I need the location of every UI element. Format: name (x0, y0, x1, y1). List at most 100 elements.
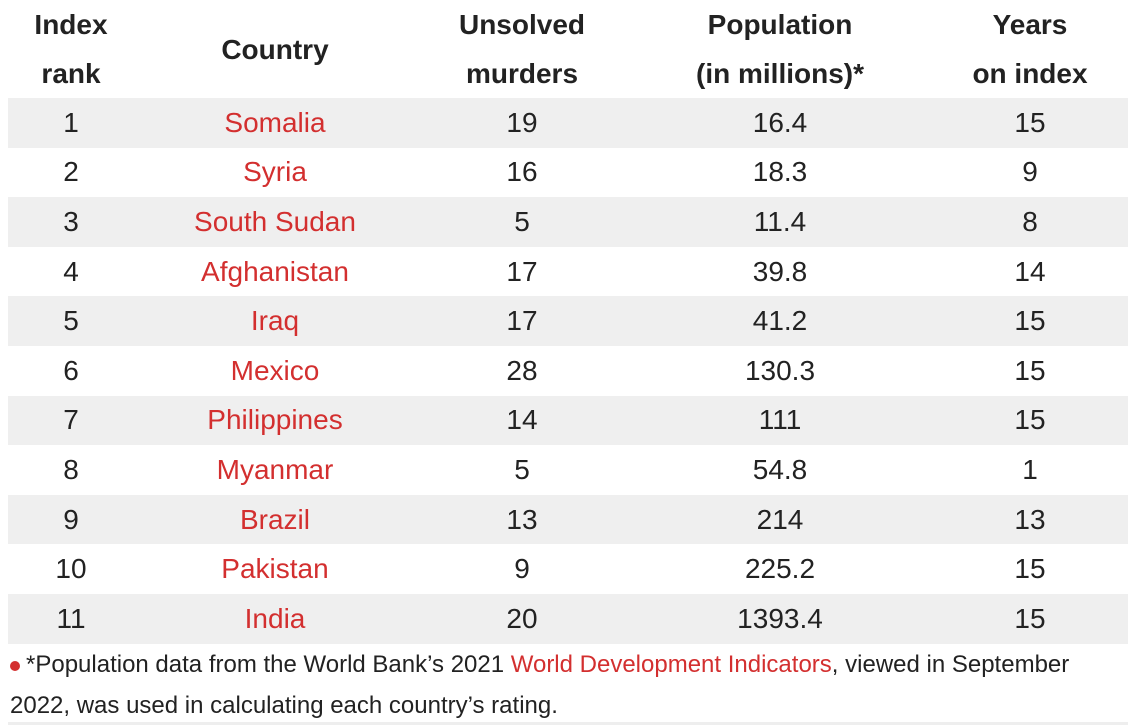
cell-country: Philippines (134, 396, 416, 446)
footnote-text-after: , viewed in September 2022, was used in … (10, 651, 1070, 719)
impunity-index-table: Index rank Country Unsolved murders Populatio… (8, 0, 1128, 644)
cell-years-on-index: 1 (1022, 453, 1038, 485)
country-link[interactable]: Philippines (207, 404, 343, 436)
cell-years-on-index: 15 (1014, 354, 1046, 386)
cell-index-rank: 11 (56, 602, 86, 634)
cell-index-rank: 8 (63, 453, 79, 485)
cell-population: 111 (758, 404, 802, 436)
country-link[interactable]: Afghanistan (201, 255, 349, 287)
table-row: 3 South Sudan 5 11.4 8 (8, 197, 1128, 247)
column-header-text: Unsolved (458, 9, 586, 40)
cell-unsolved-murders: 28 (506, 354, 538, 386)
column-header-text: Years (992, 9, 1068, 40)
column-header-years-on-index: Years on index (932, 0, 1128, 98)
cell-unsolved-murders: 17 (506, 305, 538, 337)
column-header-unsolved-murders: Unsolved murders (416, 0, 628, 98)
table-row: 6 Mexico 28 130.3 15 (8, 346, 1128, 396)
cell-population: 16.4 (752, 106, 808, 138)
cell-index-rank: 1 (63, 106, 79, 138)
cell-population: 225.2 (744, 553, 816, 585)
country-link[interactable]: Mexico (230, 354, 320, 386)
cell-population: 11.4 (753, 205, 807, 237)
cell-index-rank: 3 (63, 205, 79, 237)
cell-index-rank: 7 (63, 404, 79, 436)
cell-population: 130.3 (744, 354, 816, 386)
cell-unsolved-murders: 5 (514, 205, 530, 237)
bullet-icon (10, 660, 20, 671)
country-link[interactable]: India (244, 602, 306, 634)
table-row: 8 Myanmar 5 54.8 1 (8, 445, 1128, 495)
country-link[interactable]: South Sudan (194, 205, 356, 237)
cell-population: 41.2 (752, 305, 808, 337)
cell-index-rank: 5 (63, 305, 79, 337)
cell-unsolved-murders: 13 (506, 503, 538, 535)
table-row: 11 India 20 1393.4 15 (8, 593, 1128, 644)
cell-unsolved-murders: 5 (514, 453, 530, 485)
cell-country: Mexico (134, 346, 416, 396)
table-row: 9 Brazil 13 214 13 (8, 494, 1128, 545)
cell-index-rank: 2 (63, 156, 79, 188)
cell-years-on-index: 15 (1014, 404, 1046, 436)
cell-index-rank: 9 (63, 503, 79, 535)
cell-index-rank: 10 (55, 553, 87, 585)
cell-unsolved-murders: 20 (506, 602, 538, 634)
column-header-text: Country (221, 33, 329, 65)
column-header-population: Population (in millions)* (628, 0, 932, 98)
column-header-country: Country (134, 0, 416, 98)
table-row: 2 Syria 16 18.3 9 (8, 148, 1128, 198)
cell-country: Brazil (134, 495, 416, 545)
country-link[interactable]: Myanmar (216, 453, 334, 485)
column-header-text: murders (465, 58, 579, 89)
table-row: 5 Iraq 17 41.2 15 (8, 296, 1128, 346)
cell-index-rank: 6 (63, 354, 79, 386)
cell-country: Afghanistan (134, 247, 416, 297)
cell-country: Iraq (134, 296, 416, 346)
cell-population: 1393.4 (737, 602, 823, 634)
column-header-text: rank (41, 58, 101, 89)
cell-years-on-index: 14 (1014, 255, 1046, 287)
column-header-text: Population (707, 9, 853, 40)
cell-country: Myanmar (134, 445, 416, 495)
footnote-text-before: *Population data from the World Bank’s 2… (26, 651, 511, 678)
header-row: Index rank Country Unsolved murders Populatio… (8, 0, 1128, 98)
country-link[interactable]: Iraq (250, 305, 300, 337)
country-link[interactable]: Pakistan (221, 553, 329, 585)
cell-country: Pakistan (134, 544, 416, 594)
cell-years-on-index: 8 (1022, 205, 1038, 237)
cell-years-on-index: 15 (1014, 305, 1046, 337)
column-header-text: on index (972, 58, 1088, 89)
cell-unsolved-murders: 19 (506, 106, 538, 138)
table-row: 7 Philippines 14 111 15 (8, 395, 1128, 446)
cell-country: India (134, 594, 416, 644)
column-header-text: (in millions)* (696, 58, 864, 89)
country-link[interactable]: Somalia (224, 106, 326, 138)
cell-years-on-index: 15 (1014, 553, 1046, 585)
cell-country: Syria (134, 148, 416, 198)
cell-population: 39.8 (752, 255, 808, 287)
divider (8, 722, 1128, 725)
cell-unsolved-murders: 16 (506, 156, 538, 188)
footnote: *Population data from the World Bank’s 2… (10, 644, 1130, 726)
table-row: 4 Afghanistan 17 39.8 14 (8, 247, 1128, 297)
cell-unsolved-murders: 9 (514, 553, 530, 585)
cell-population: 214 (756, 503, 804, 535)
column-header-text: Index (34, 9, 108, 40)
cell-unsolved-murders: 17 (506, 255, 538, 287)
cell-index-rank: 4 (63, 255, 79, 287)
cell-years-on-index: 15 (1014, 106, 1046, 138)
column-header-index-rank: Index rank (8, 0, 134, 98)
table-row: 1 Somalia 19 16.4 15 (8, 98, 1128, 148)
world-development-indicators-link[interactable]: World Development Indicators (510, 651, 832, 678)
country-link[interactable]: Brazil (239, 503, 310, 535)
cell-population: 54.8 (752, 453, 808, 485)
cell-unsolved-murders: 14 (506, 404, 538, 436)
cell-years-on-index: 9 (1022, 156, 1038, 188)
cell-years-on-index: 15 (1014, 602, 1046, 634)
country-link[interactable]: Syria (243, 156, 307, 188)
cell-population: 18.3 (752, 156, 808, 188)
table-body: 1 Somalia 19 16.4 15 2 Syria 16 18.3 9 3 South Suda… (8, 98, 1128, 644)
cell-country: South Sudan (134, 197, 416, 247)
table-row: 10 Pakistan 9 225.2 15 (8, 544, 1128, 594)
cell-country: Somalia (134, 98, 416, 148)
cell-years-on-index: 13 (1014, 503, 1046, 535)
